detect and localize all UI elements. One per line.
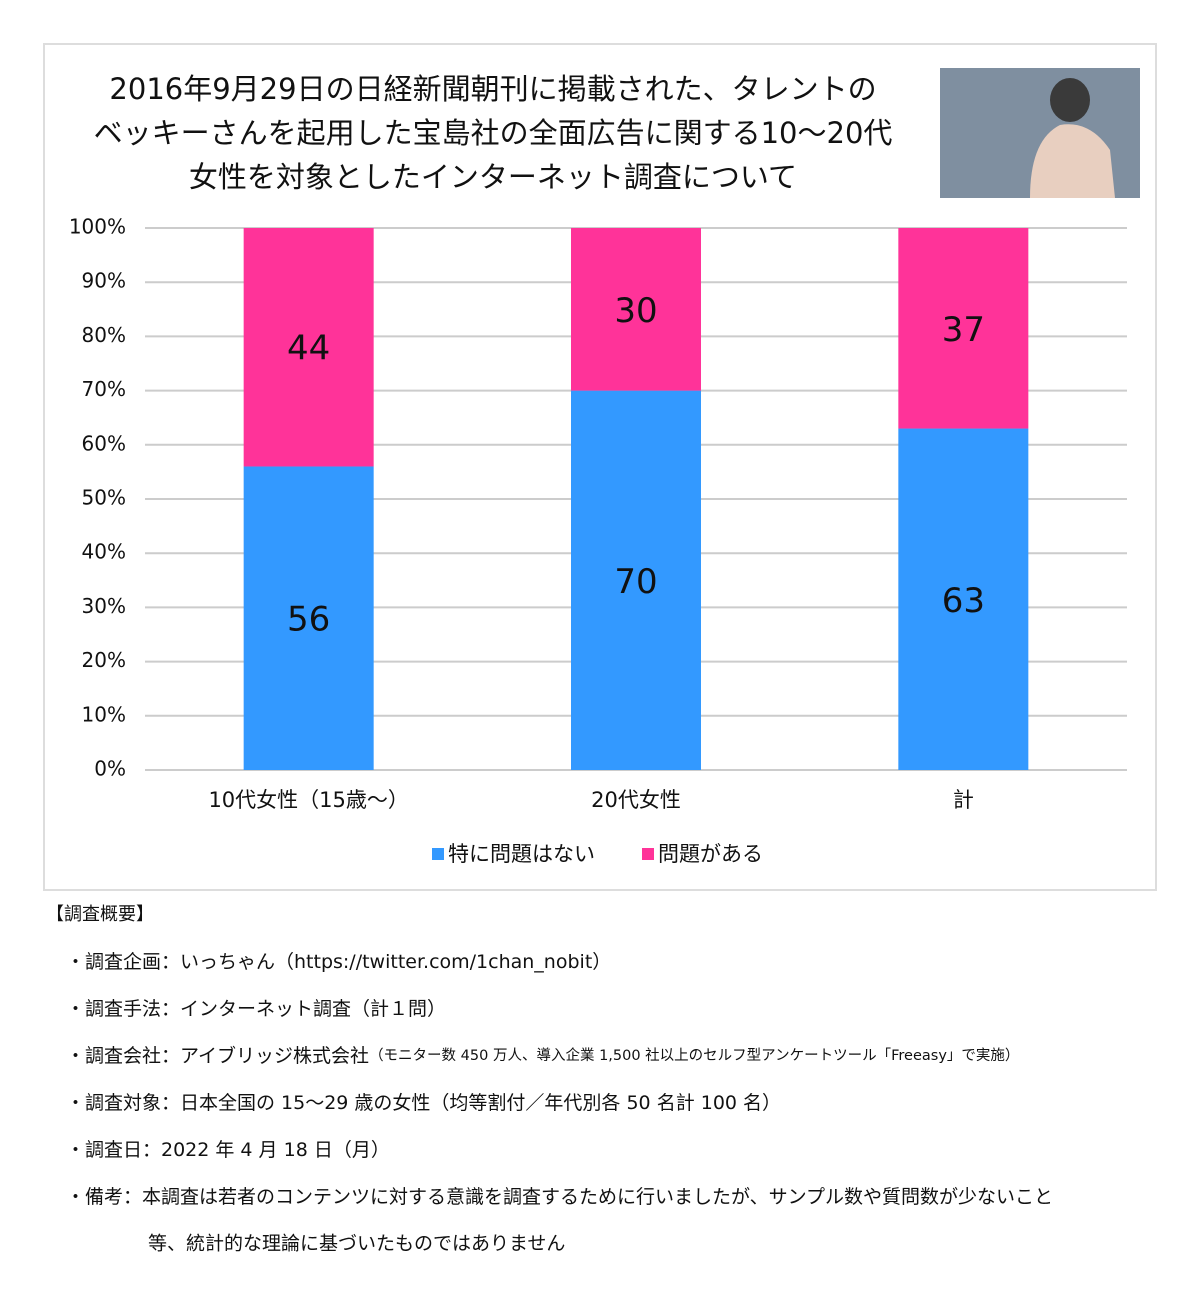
data-label: 44 [287,329,330,369]
note-text: ・調査企画：いっちゃん（https://twitter.com/1chan_no… [66,951,611,973]
note-item: ・備考：本調査は若者のコンテンツに対する意識を調査するために行いましたが、サンプ… [66,1186,1053,1208]
y-tick-label: 10% [82,702,126,726]
note-text: ・調査手法：インターネット調査（計１問） [66,998,446,1020]
bar-segment [571,390,701,770]
notes-heading: 【調査概要】 [46,904,154,925]
photo-hair [1050,78,1090,122]
data-label: 70 [614,562,657,602]
bar-segment [243,228,374,467]
legend-swatch [432,848,444,860]
bar-segment [243,466,374,770]
note-text: ・調査対象：日本全国の 15〜29 歳の女性（均等割付／年代別各 50 名計 1… [66,1092,781,1114]
note-small: （モニター数 450 万人、導入企業 1,500 社以上のセルフ型アンケートツー… [369,1046,1019,1064]
y-tick-label: 60% [82,431,126,455]
note-text: ・備考：本調査は若者のコンテンツに対する意識を調査するために行いましたが、サンプ… [66,1186,1053,1208]
note-item: ・調査会社：アイブリッジ株式会社（モニター数 450 万人、導入企業 1,500… [66,1044,1019,1067]
y-tick-label: 80% [82,323,126,347]
chart-title: ベッキーさんを起用した宝島社の全面広告に関する10〜20代 [94,116,893,150]
y-tick-label: 40% [82,540,126,564]
photo-figure [1030,124,1115,198]
note-item: ・調査対象：日本全国の 15〜29 歳の女性（均等割付／年代別各 50 名計 1… [66,1092,781,1114]
y-tick-label: 100% [69,215,126,239]
note-text: ・調査会社：アイブリッジ株式会社 [66,1044,369,1067]
legend-label: 特に問題はない [448,842,595,866]
photo [940,68,1140,198]
legend-label: 問題がある [658,842,763,866]
note-item: ・調査手法：インターネット調査（計１問） [66,998,446,1020]
y-tick-label: 30% [82,594,126,618]
data-label: 30 [614,291,657,331]
data-label: 56 [287,600,330,640]
note-item: ・調査日：2022 年 4 月 18 日（月） [66,1139,390,1161]
bar-segment [571,228,701,391]
x-tick-label: 20代女性 [591,788,681,812]
data-label: 37 [942,310,985,350]
chart-title: 2016年9月29日の日経新聞朝刊に掲載された、タレントの [109,72,876,106]
y-tick-label: 0% [94,757,126,781]
y-tick-label: 20% [82,648,126,672]
x-tick-label: 10代女性（15歳〜） [208,788,408,812]
note-item: ・調査企画：いっちゃん（https://twitter.com/1chan_no… [66,951,611,973]
y-tick-label: 70% [82,377,126,401]
bar-segment [898,428,1029,770]
x-tick-label: 計 [953,788,974,812]
data-label: 63 [942,581,985,621]
y-tick-label: 90% [82,269,126,293]
note-text: ・調査日：2022 年 4 月 18 日（月） [66,1139,390,1161]
bar-segment [898,228,1029,429]
legend-swatch [642,848,654,860]
chart-title: 女性を対象としたインターネット調査について [189,160,797,194]
note-continued: 等、統計的な理論に基づいたものではありません [148,1233,565,1255]
y-tick-label: 50% [82,486,126,510]
